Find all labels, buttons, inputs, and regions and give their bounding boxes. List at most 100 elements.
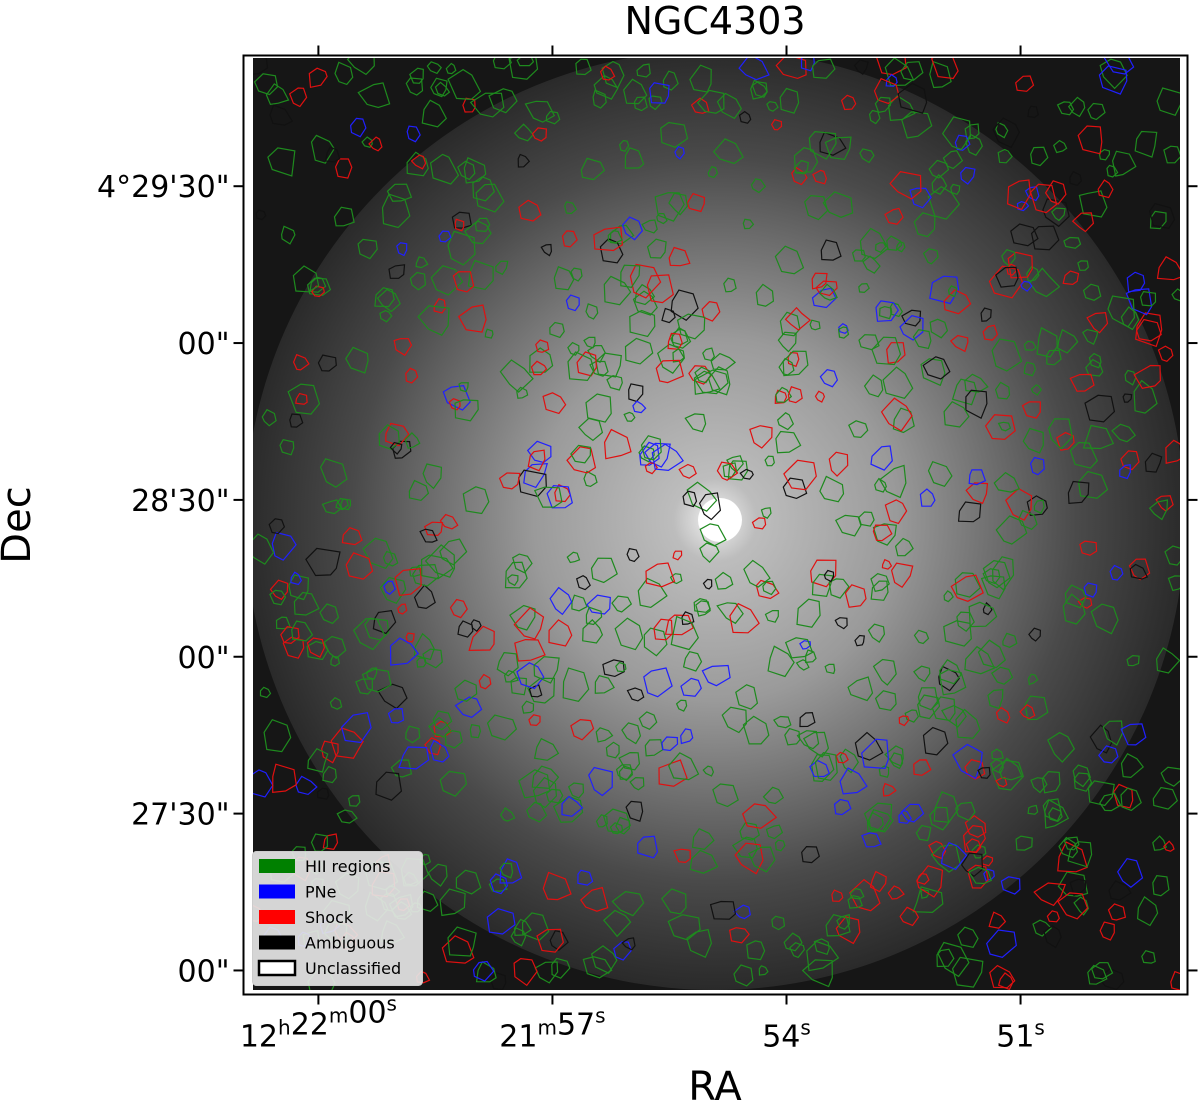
region-outline	[413, 584, 436, 610]
region-outline	[533, 486, 563, 508]
region-outline	[899, 315, 924, 341]
region-outline	[564, 201, 578, 215]
region-outline	[793, 159, 809, 175]
region-outline	[818, 283, 838, 301]
region-outline	[968, 601, 998, 628]
region-outline	[814, 390, 826, 403]
region-outline	[644, 442, 671, 468]
x-tick-label: 21m57s	[499, 1004, 605, 1055]
region-outline	[1124, 369, 1137, 386]
region-outline	[1043, 925, 1062, 949]
region-outline	[995, 776, 1008, 788]
region-outline	[904, 709, 919, 723]
region-outline	[1098, 745, 1119, 764]
region-outline	[379, 310, 393, 323]
region-outline	[553, 266, 575, 291]
region-outline	[618, 751, 641, 771]
region-outline	[863, 802, 893, 832]
region-outline	[693, 598, 711, 613]
region-outline	[947, 285, 958, 298]
region-outline	[533, 737, 560, 761]
region-outline	[1144, 452, 1163, 473]
region-outline	[454, 679, 478, 702]
region-outline	[862, 255, 881, 274]
region-outline	[825, 914, 851, 937]
region-outline	[664, 614, 694, 636]
region-outline	[1111, 423, 1137, 443]
region-outline	[646, 238, 667, 259]
region-outline	[743, 559, 771, 588]
region-outline	[290, 571, 302, 586]
region-outline	[593, 74, 619, 100]
region-outline	[811, 58, 836, 79]
region-outline	[1078, 190, 1108, 218]
region-outline	[629, 776, 645, 791]
region-outline	[474, 217, 491, 233]
region-outline	[997, 421, 1012, 432]
region-outline	[561, 230, 578, 248]
region-outline	[1006, 179, 1032, 211]
region-outline	[837, 326, 850, 339]
region-outline	[340, 712, 372, 744]
region-outline	[789, 942, 805, 959]
region-outline	[988, 265, 1024, 299]
region-outline	[405, 367, 419, 384]
region-outline	[409, 271, 427, 291]
region-outline	[723, 277, 737, 293]
region-outline	[764, 455, 775, 467]
region-outline	[1125, 288, 1153, 316]
region-outline	[467, 259, 494, 291]
region-outline	[577, 869, 594, 886]
region-outline	[468, 625, 495, 652]
region-outline	[661, 736, 679, 752]
region-outline	[670, 615, 699, 651]
region-outline	[880, 397, 913, 432]
region-outline	[1079, 540, 1098, 556]
region-outline	[267, 147, 296, 177]
region-outline	[738, 110, 752, 124]
region-outline	[533, 656, 560, 684]
region-outline	[710, 352, 737, 371]
region-outline	[822, 191, 854, 218]
region-outline	[499, 807, 516, 822]
region-outline	[941, 705, 967, 728]
region-outline	[457, 304, 487, 333]
region-outline	[424, 737, 442, 756]
region-outline	[253, 769, 274, 798]
x-tick-label: 12h22m00s	[240, 992, 397, 1055]
region-outline	[311, 285, 325, 298]
region-outline	[823, 569, 835, 583]
y-tick-label: 00"	[178, 641, 230, 676]
region-outline	[858, 334, 880, 351]
region-outline	[1006, 263, 1018, 276]
region-outline	[321, 740, 339, 764]
region-outline	[582, 956, 613, 979]
region-outline	[1033, 499, 1045, 514]
region-outline	[869, 870, 887, 893]
region-outline	[899, 906, 920, 927]
region-outline	[892, 407, 915, 434]
region-outline	[603, 275, 632, 306]
region-outline	[1026, 265, 1040, 283]
region-outline	[742, 715, 770, 745]
region-outline	[334, 61, 354, 86]
region-outline	[518, 199, 542, 222]
region-outline	[390, 759, 413, 778]
region-outline	[960, 166, 976, 185]
region-outline	[833, 798, 852, 816]
region-outline	[767, 645, 795, 678]
region-outline	[516, 662, 545, 690]
region-outline	[570, 444, 592, 464]
region-outline	[1030, 146, 1049, 167]
region-outline	[589, 360, 609, 377]
region-outline	[529, 347, 554, 373]
region-outline	[1129, 563, 1149, 580]
region-outline	[1089, 724, 1113, 754]
region-outline	[629, 309, 656, 338]
region-outline	[811, 272, 828, 290]
region-outline	[977, 639, 1007, 669]
region-outline	[874, 690, 897, 711]
region-outline	[927, 460, 953, 488]
legend-swatch	[259, 910, 295, 924]
region-outline	[1141, 950, 1156, 964]
